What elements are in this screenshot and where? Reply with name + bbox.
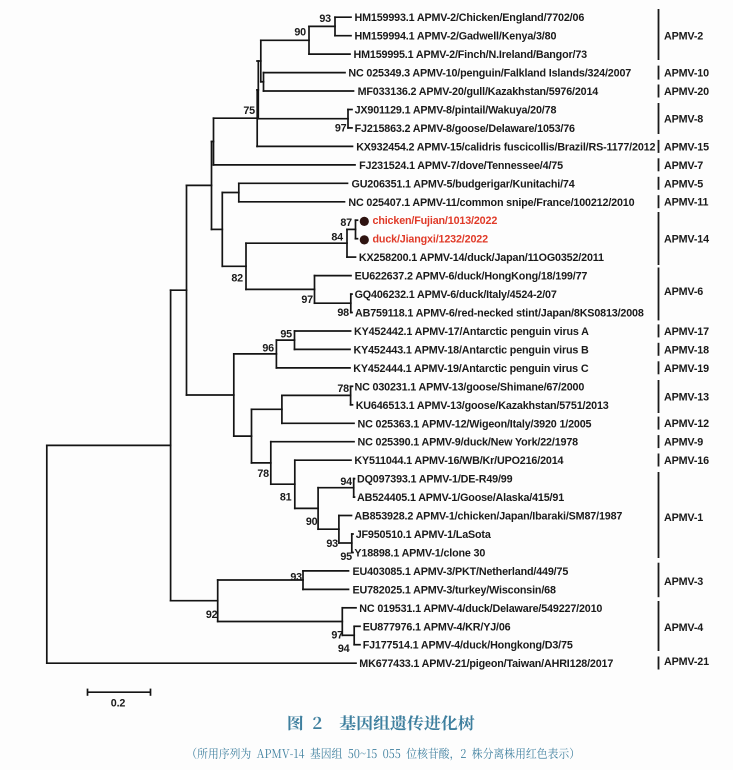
svg-text:APMV-20: APMV-20	[664, 86, 709, 98]
svg-text:81: 81	[280, 492, 292, 504]
svg-text:APMV-11: APMV-11	[664, 197, 708, 209]
svg-text:94: 94	[338, 643, 350, 655]
svg-text:KY452442.1 APMV-17/Antarctic p: KY452442.1 APMV-17/Antarctic penguin vir…	[354, 326, 589, 338]
svg-text:APMV-8: APMV-8	[664, 114, 703, 126]
svg-text:93: 93	[290, 572, 302, 584]
svg-text:JX901129.1 APMV-8/pintail/Waku: JX901129.1 APMV-8/pintail/Wakuya/20/78	[355, 105, 557, 117]
svg-text:78: 78	[257, 468, 269, 480]
svg-text:97: 97	[331, 630, 343, 642]
svg-text:FJ231524.1 APMV-7/dove/Tenness: FJ231524.1 APMV-7/dove/Tennessee/4/75	[359, 160, 563, 172]
svg-text:APMV-3: APMV-3	[664, 576, 703, 588]
svg-text:94: 94	[340, 476, 352, 488]
svg-text:98: 98	[337, 307, 349, 319]
svg-text:HM159995.1 APMV-2/Finch/N.Irel: HM159995.1 APMV-2/Finch/N.Ireland/Bangor…	[354, 49, 588, 61]
svg-text:APMV-10: APMV-10	[664, 68, 709, 80]
svg-text:HM159994.1 APMV-2/Gadwell/Keny: HM159994.1 APMV-2/Gadwell/Kenya/3/80	[355, 31, 557, 43]
svg-text:KY452444.1 APMV-19/Antarctic p: KY452444.1 APMV-19/Antarctic penguin vir…	[353, 363, 589, 375]
svg-text:87: 87	[340, 217, 352, 229]
svg-text:95: 95	[280, 329, 292, 341]
svg-text:APMV-2: APMV-2	[664, 31, 703, 43]
svg-text:GU206351.1 APMV-5/budgerigar/K: GU206351.1 APMV-5/budgerigar/Kunitachi/7…	[352, 178, 575, 190]
svg-text:AB524405.1 APMV-1/Goose/Alaska: AB524405.1 APMV-1/Goose/Alaska/415/91	[357, 492, 564, 504]
svg-text:APMV-13: APMV-13	[664, 392, 709, 404]
svg-text:Y18898.1 APMV-1/clone 30: Y18898.1 APMV-1/clone 30	[354, 548, 485, 560]
svg-text:84: 84	[331, 232, 343, 244]
svg-text:NC 025363.1 APMV-12/Wigeon/Ita: NC 025363.1 APMV-12/Wigeon/Italy/3920 1/…	[358, 418, 592, 430]
svg-text:APMV-17: APMV-17	[664, 326, 709, 338]
svg-text:APMV-6: APMV-6	[664, 286, 703, 298]
svg-text:APMV-1: APMV-1	[664, 512, 703, 524]
svg-text:APMV-15: APMV-15	[664, 141, 709, 153]
svg-text:EU622637.2 APMV-6/duck/HongKon: EU622637.2 APMV-6/duck/HongKong/18/199/7…	[355, 271, 588, 283]
svg-text:97: 97	[335, 123, 347, 135]
svg-text:MK677433.1 APMV-21/pigeon/Taiw: MK677433.1 APMV-21/pigeon/Taiwan/AHRI128…	[359, 658, 613, 670]
svg-text:FJ215863.2 APMV-8/goose/Delawa: FJ215863.2 APMV-8/goose/Delaware/1053/76	[355, 123, 575, 135]
svg-text:GQ406232.1 APMV-6/duck/Italy/4: GQ406232.1 APMV-6/duck/Italy/4524-2/07	[355, 289, 557, 301]
svg-text:APMV-5: APMV-5	[664, 178, 703, 190]
svg-text:APMV-12: APMV-12	[664, 418, 709, 430]
svg-text:90: 90	[306, 516, 318, 528]
svg-text:APMV-7: APMV-7	[664, 160, 703, 172]
svg-text:NC 025390.1 APMV-9/duck/New Yo: NC 025390.1 APMV-9/duck/New York/22/1978	[358, 437, 579, 449]
svg-text:92: 92	[206, 609, 218, 621]
svg-text:93: 93	[326, 538, 338, 550]
svg-text:93: 93	[319, 13, 331, 25]
svg-text:APMV-9: APMV-9	[664, 437, 703, 449]
svg-text:95: 95	[340, 551, 352, 563]
svg-text:NC 025407.1 APMV-11/common sni: NC 025407.1 APMV-11/common snipe/France/…	[348, 197, 634, 209]
svg-text:KY511044.1 APMV-16/WB/Kr/UPO21: KY511044.1 APMV-16/WB/Kr/UPO216/2014	[354, 455, 563, 467]
svg-text:APMV-16: APMV-16	[664, 455, 709, 467]
svg-text:MF033136.2 APMV-20/gull/Kazakh: MF033136.2 APMV-20/gull/Kazakhstan/5976/…	[358, 86, 599, 98]
svg-text:APMV-18: APMV-18	[664, 344, 709, 356]
svg-text:NC 019531.1 APMV-4/duck/Delawa: NC 019531.1 APMV-4/duck/Delaware/549227/…	[359, 603, 602, 615]
svg-text:KY452443.1 APMV-18/Antarctic p: KY452443.1 APMV-18/Antarctic penguin vir…	[354, 344, 590, 356]
svg-text:0.2: 0.2	[111, 698, 126, 710]
svg-text:APMV-19: APMV-19	[664, 363, 709, 375]
svg-text:EU782025.1 APMV-3/turkey/Wisco: EU782025.1 APMV-3/turkey/Wisconsin/68	[353, 584, 556, 596]
svg-text:NC 030231.1 APMV-13/goose/Shim: NC 030231.1 APMV-13/goose/Shimane/67/200…	[355, 381, 585, 393]
svg-text:APMV-14: APMV-14	[664, 234, 709, 246]
svg-text:78: 78	[337, 383, 349, 395]
svg-text:EU877976.1 APMV-4/KR/YJ/06: EU877976.1 APMV-4/KR/YJ/06	[363, 621, 511, 633]
svg-text:duck/Jiangxi/1232/2022: duck/Jiangxi/1232/2022	[373, 234, 489, 246]
svg-text:90: 90	[294, 27, 306, 39]
svg-text:KX932454.2 APMV-15/calidris fu: KX932454.2 APMV-15/calidris fuscicollis/…	[356, 141, 655, 153]
svg-text:EU403085.1 APMV-3/PKT/Netherla: EU403085.1 APMV-3/PKT/Netherland/449/75	[353, 566, 569, 578]
svg-text:AB853928.2 APMV-1/chicken/Japa: AB853928.2 APMV-1/chicken/Japan/Ibaraki/…	[354, 511, 622, 523]
svg-text:FJ177514.1 APMV-4/duck/Hongkon: FJ177514.1 APMV-4/duck/Hongkong/D3/75	[363, 640, 573, 652]
svg-text:75: 75	[243, 105, 255, 117]
svg-text:HM159993.1 APMV-2/Chicken/Engl: HM159993.1 APMV-2/Chicken/England/7702/0…	[355, 12, 585, 24]
svg-text:82: 82	[231, 273, 243, 285]
svg-text:96: 96	[262, 343, 274, 355]
svg-text:JF950510.1 APMV-1/LaSota: JF950510.1 APMV-1/LaSota	[356, 529, 492, 541]
svg-text:APMV-4: APMV-4	[664, 622, 703, 634]
svg-text:KX258200.1 APMV-14/duck/Japan/: KX258200.1 APMV-14/duck/Japan/11OG0352/2…	[359, 252, 604, 264]
svg-text:APMV-21: APMV-21	[664, 656, 709, 668]
svg-text:DQ097393.1 APMV-1/DE-R49/99: DQ097393.1 APMV-1/DE-R49/99	[357, 474, 513, 486]
svg-text:KU646513.1 APMV-13/goose/Kazak: KU646513.1 APMV-13/goose/Kazakhstan/5751…	[356, 400, 609, 412]
svg-text:AB759118.1 APMV-6/red-necked s: AB759118.1 APMV-6/red-necked stint/Japan…	[355, 308, 644, 320]
svg-text:NC 025349.3 APMV-10/penguin/Fa: NC 025349.3 APMV-10/penguin/Falkland Isl…	[348, 68, 631, 80]
svg-text:chicken/Fujian/1013/2022: chicken/Fujian/1013/2022	[373, 215, 498, 227]
svg-text:97: 97	[301, 294, 313, 306]
